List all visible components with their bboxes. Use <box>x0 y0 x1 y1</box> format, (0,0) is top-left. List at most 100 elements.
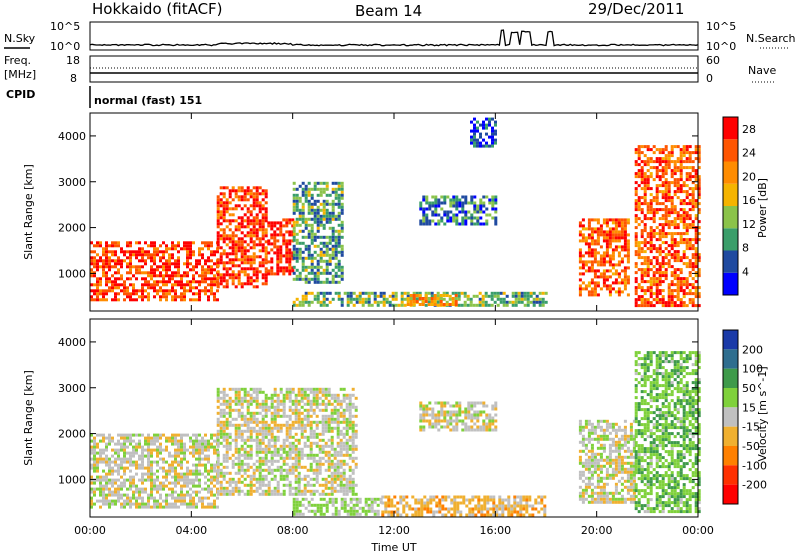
power-cell <box>646 211 650 215</box>
power-cell <box>505 303 509 307</box>
velocity-cell <box>180 496 183 500</box>
power-cell <box>108 244 111 248</box>
power-cell <box>258 207 262 211</box>
power-cell <box>189 253 192 257</box>
power-cell <box>231 198 235 202</box>
velocity-cell <box>327 453 331 457</box>
power-cell <box>186 280 189 284</box>
power-cell <box>228 252 232 256</box>
power-cell <box>478 297 482 301</box>
power-cell <box>340 297 344 301</box>
power-cell <box>623 245 627 249</box>
velocity-cell <box>345 492 349 496</box>
velocity-cell <box>237 447 241 451</box>
velocity-cell <box>291 468 295 472</box>
power-cell <box>664 199 668 203</box>
power-cell <box>295 241 299 245</box>
velocity-cell <box>331 500 335 504</box>
power-cell <box>258 186 262 190</box>
power-cell <box>694 172 698 176</box>
power-cell <box>261 204 265 208</box>
velocity-cell <box>339 441 343 445</box>
power-cell <box>646 160 650 164</box>
power-cell <box>325 241 329 245</box>
power-cell <box>93 289 96 293</box>
velocity-cell <box>132 481 135 485</box>
velocity-cell <box>417 501 421 505</box>
velocity-cell <box>234 435 238 439</box>
power-cell <box>255 216 259 220</box>
velocity-cell <box>189 487 192 491</box>
power-cell <box>183 271 186 275</box>
power-cell <box>634 151 638 155</box>
power-cell <box>285 269 289 273</box>
power-cell <box>325 202 329 206</box>
power-cell <box>652 166 656 170</box>
velocity-cell <box>252 411 256 415</box>
velocity-cell <box>336 474 340 478</box>
power-cell <box>246 273 250 277</box>
power-cell <box>222 207 226 211</box>
power-cell <box>637 172 641 176</box>
power-cell <box>90 271 93 275</box>
velocity-cell <box>114 451 117 455</box>
power-cell <box>316 262 320 266</box>
velocity-cell <box>348 411 352 415</box>
velocity-cell <box>339 432 343 436</box>
power-cell <box>334 271 338 275</box>
power-cell <box>313 184 317 188</box>
velocity-cell <box>402 495 406 499</box>
velocity-cell <box>183 499 186 503</box>
power-cell <box>520 291 524 295</box>
power-cell <box>240 258 244 262</box>
velocity-cell <box>417 498 421 502</box>
power-cell <box>685 247 689 251</box>
power-cell <box>431 195 435 199</box>
velocity-cell <box>270 399 274 403</box>
power-cell <box>180 295 183 299</box>
power-cell <box>655 277 659 281</box>
power-cell <box>273 251 277 255</box>
power-cell <box>183 292 186 296</box>
power-cell <box>264 249 268 253</box>
velocity-cell <box>219 486 223 490</box>
power-cell <box>171 298 174 302</box>
velocity-cell <box>99 493 102 497</box>
velocity-cell <box>309 441 313 445</box>
velocity-cell <box>342 471 346 475</box>
power-cell <box>322 205 326 209</box>
velocity-cell <box>282 468 286 472</box>
velocity-cell <box>90 475 93 479</box>
power-cell <box>346 297 350 301</box>
velocity-cell <box>210 490 213 494</box>
power-cell <box>246 216 250 220</box>
velocity-cell <box>270 405 274 409</box>
power-cell <box>105 274 108 278</box>
power-cell <box>637 283 641 287</box>
velocity-cell <box>249 477 253 481</box>
power-cell <box>419 204 423 208</box>
power-cell <box>517 297 521 301</box>
power-cell <box>159 256 162 260</box>
power-cell <box>494 195 498 199</box>
velocity-cell <box>183 433 186 437</box>
power-cell <box>207 268 210 272</box>
power-cell <box>676 295 680 299</box>
power-cell <box>470 129 473 133</box>
velocity-cell <box>171 490 174 494</box>
power-cell <box>664 145 668 149</box>
power-cell <box>661 217 665 221</box>
power-cell <box>587 227 591 231</box>
power-cell <box>697 175 701 179</box>
power-cell <box>664 301 668 305</box>
velocity-cell <box>147 478 150 482</box>
power-cell <box>117 262 120 266</box>
power-cell <box>667 250 671 254</box>
power-cell <box>451 303 455 306</box>
power-cell <box>593 257 597 261</box>
velocity-cell <box>114 460 117 464</box>
velocity-cell <box>303 489 307 493</box>
velocity-cell <box>261 435 265 439</box>
power-cell <box>183 262 186 266</box>
velocity-cell <box>99 457 102 461</box>
